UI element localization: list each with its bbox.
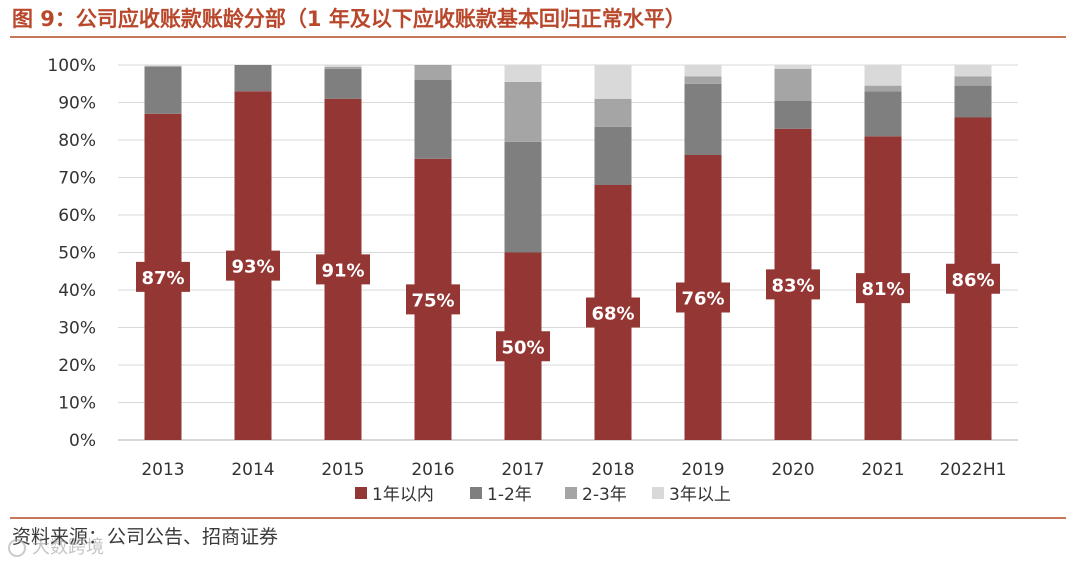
data-label: 76% [681,289,724,310]
y-tick-label: 0% [69,431,96,451]
bar-segment [594,126,632,185]
legend: 1年以内 1-2年 2-3年 3年以上 [355,485,731,505]
data-label-box [946,263,1000,294]
bar-segment [684,65,722,77]
bar-segment [954,85,992,118]
bar-segment [324,68,362,99]
watermark: 大数跨境 [8,535,104,561]
data-label-box [496,331,550,362]
y-tick-label: 10% [58,394,96,414]
bars [144,65,992,440]
x-tick-label: 2022H1 [940,460,1007,480]
data-label: 81% [861,279,904,300]
bar-segment [504,81,542,142]
bar-segment [684,83,722,155]
bar-segment [144,66,182,114]
legend-label: 3年以上 [669,485,731,505]
bar-segment [684,76,722,84]
y-tick-label: 70% [58,169,96,189]
data-label-box [226,250,280,281]
x-tick-label: 2017 [501,460,544,480]
data-label: 83% [771,275,814,296]
x-tick-label: 2021 [861,460,904,480]
y-tick-label: 50% [58,244,96,264]
data-label: 86% [951,270,994,291]
bar-segment [234,65,272,92]
source-note: 资料来源：公司公告、招商证券 [12,526,279,548]
legend-swatch [355,487,367,499]
data-labels: 87% 93% 91% 75% 50% 68% 76% 83% 81% 86% [136,250,1000,362]
data-label: 87% [141,268,184,289]
data-label: 91% [321,260,364,281]
legend-swatch [470,487,482,499]
watermark-text: 大数跨境 [32,537,104,558]
x-tick-label: 2018 [591,460,634,480]
bar-segment [594,65,632,99]
legend-label: 2-3年 [582,485,627,505]
x-tick-label: 2019 [681,460,724,480]
bar-segment [864,65,902,86]
data-label-box [406,284,460,315]
y-tick-label: 30% [58,319,96,339]
data-label: 93% [231,257,274,278]
x-tick-label: 2020 [771,460,814,480]
bar-segment [324,65,362,67]
y-tick-label: 20% [58,356,96,376]
bar-segment [954,76,992,86]
y-tick-label: 90% [58,94,96,114]
figure-title: 图 9：公司应收账款账龄分部（1 年及以下应收账款基本回归正常水平） [12,7,686,31]
bar-segment [504,141,542,253]
bar-segment [774,100,812,129]
bar-segment [414,80,452,159]
bar-segment [144,65,182,66]
bar-segment [774,68,812,101]
bar-segment [864,91,902,137]
bar-segment [144,65,182,67]
data-label-box [766,269,820,300]
bar-segment [414,65,452,80]
x-tick-label: 2014 [231,460,274,480]
legend-swatch [652,487,664,499]
y-tick-label: 40% [58,281,96,301]
y-tick-label: 100% [47,56,96,76]
y-axis-ticks: 0% 10% 20% 30% 40% 50% 60% 70% 80% 90% 100% [47,56,96,451]
y-tick-label: 60% [58,206,96,226]
y-tick-label: 80% [58,131,96,151]
bar-segment [594,98,632,127]
x-tick-label: 2013 [141,460,184,480]
watermark-logo-icon [8,539,26,557]
bar-segment [324,66,362,69]
bar-segment [864,85,902,92]
x-axis-ticks: 2013 2014 2015 2016 2017 2018 2019 2020 2021 2022… [141,460,1006,480]
bar-segment [774,65,812,69]
x-tick-label: 2016 [411,460,454,480]
data-label-box [586,297,640,328]
data-label: 50% [501,337,544,358]
data-label: 68% [591,304,634,325]
data-label-box [136,261,190,292]
data-label-box [676,282,730,313]
legend-swatch [565,487,577,499]
x-tick-label: 2015 [321,460,364,480]
data-label-box [856,273,910,304]
bar-segment [954,65,992,77]
source-rule [10,517,1066,519]
title-rule [10,36,1066,38]
legend-label: 1-2年 [487,485,532,505]
data-label-box [316,254,370,285]
legend-label: 1年以内 [372,485,434,505]
data-label: 75% [411,290,454,311]
bar-segment [504,65,542,82]
